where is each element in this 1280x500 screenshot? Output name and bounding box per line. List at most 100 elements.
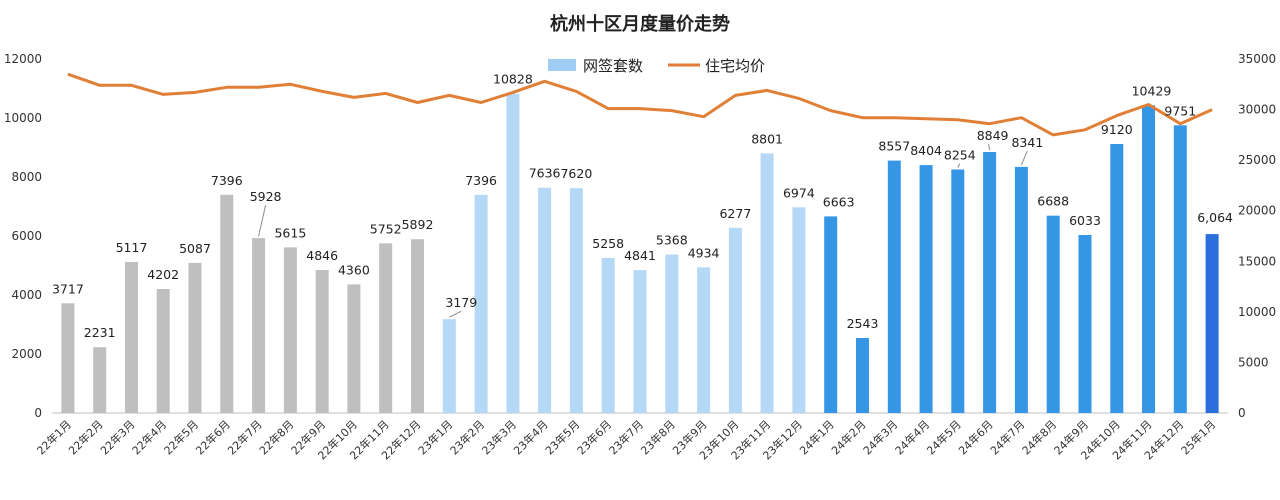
bar [601, 257, 615, 413]
right-axis-tick-label: 5000 [1238, 355, 1269, 369]
right-axis-tick-label: 20000 [1238, 204, 1276, 218]
label-leader-line [957, 163, 961, 168]
price-line [67, 72, 1213, 137]
bar-data-label: 6033 [1069, 213, 1101, 228]
bar [442, 319, 456, 413]
label-leader-line [1020, 150, 1028, 166]
bar-data-label: 2543 [847, 316, 879, 331]
label-leader-line [449, 310, 462, 318]
bar [538, 187, 552, 413]
bar [760, 153, 774, 413]
bar-data-label: 3717 [52, 281, 84, 296]
bar [633, 270, 647, 413]
bar [919, 165, 933, 413]
bar-data-label: 5752 [370, 221, 402, 236]
legend: 网签套数 住宅均价 [548, 57, 765, 75]
bar-data-label: 9120 [1101, 122, 1133, 137]
bar [665, 254, 679, 413]
bar-data-label: 5117 [116, 240, 148, 255]
legend-bar-label: 网签套数 [583, 57, 643, 75]
left-axis: 0 2000 4000 6000 8000 10000 12000 [4, 52, 42, 420]
bar-data-label: 5928 [250, 189, 282, 204]
bar [315, 270, 329, 413]
bar-data-label: 8341 [1011, 135, 1043, 150]
bar-data-label: 6663 [823, 194, 855, 209]
right-axis-tick-label: 25000 [1238, 153, 1276, 167]
bar-data-label: 5368 [656, 233, 688, 248]
bar [252, 238, 266, 413]
bar-data-label: 2231 [84, 325, 116, 340]
bar [1110, 144, 1124, 413]
bar [93, 347, 107, 413]
right-axis-tick-label: 15000 [1238, 254, 1276, 268]
bar [61, 303, 75, 413]
left-axis-tick-label: 8000 [11, 170, 42, 184]
right-axis-tick-label: 30000 [1238, 103, 1276, 117]
bar [951, 169, 965, 413]
right-axis-tick-label: 0 [1238, 406, 1246, 420]
bar-series [61, 93, 1219, 414]
bar-data-label: 6,064 [1197, 210, 1233, 225]
right-axis: 0 5000 10000 15000 20000 25000 30000 35000 [1238, 52, 1276, 420]
bar-data-label: 7396 [211, 173, 243, 188]
left-axis-tick-label: 2000 [11, 347, 42, 361]
bar-data-label: 6974 [783, 185, 815, 200]
bar-data-label: 6688 [1037, 194, 1069, 209]
bar [220, 194, 234, 413]
bar-data-label: 4202 [147, 267, 179, 282]
legend-line-label: 住宅均价 [705, 57, 765, 75]
bar [1078, 235, 1092, 413]
bar [1173, 125, 1187, 414]
right-axis-tick-label: 10000 [1238, 305, 1276, 319]
bar [474, 194, 488, 413]
bar [379, 243, 393, 413]
bar [347, 284, 361, 413]
left-axis-tick-label: 12000 [4, 52, 42, 66]
bar [983, 152, 997, 413]
right-axis-tick-label: 35000 [1238, 52, 1276, 66]
bar [506, 93, 520, 413]
bar [1205, 234, 1219, 413]
bar [411, 239, 424, 413]
bar [188, 262, 202, 413]
bar [697, 267, 711, 413]
bar-data-label: 6277 [719, 206, 751, 221]
bar-data-label: 7620 [560, 166, 592, 181]
left-axis-tick-label: 4000 [11, 288, 42, 302]
bar-data-label: 8557 [878, 139, 910, 154]
left-axis-tick-label: 6000 [11, 229, 42, 243]
bar-data-label: 7636 [529, 166, 561, 181]
bar [728, 227, 742, 413]
bar-data-label: 4841 [624, 248, 656, 263]
bar-data-label: 7396 [465, 173, 497, 188]
bar-data-label: 10828 [493, 72, 533, 87]
bar-data-label: 4934 [688, 245, 720, 260]
bar-data-label: 5892 [402, 217, 434, 232]
bar-data-label: 5615 [274, 225, 306, 240]
bar-data-label: 8404 [910, 143, 942, 158]
bar [1014, 166, 1028, 413]
bar [824, 216, 838, 413]
bar [1046, 215, 1060, 413]
label-leader-line [988, 143, 991, 151]
line-series [67, 72, 1213, 137]
left-axis-tick-label: 0 [34, 406, 42, 420]
chart-title: 杭州十区月度量价走势 [550, 13, 730, 35]
bar [125, 262, 138, 413]
left-axis-tick-label: 10000 [4, 111, 42, 125]
bar-data-label: 8801 [751, 131, 783, 146]
bar-data-label: 9751 [1164, 103, 1196, 118]
bar [1142, 105, 1155, 414]
label-leader-lines [258, 143, 1028, 318]
bar [569, 188, 583, 413]
legend-bar-swatch [548, 59, 576, 71]
bar [792, 207, 806, 413]
bar-data-label: 4360 [338, 262, 370, 277]
bar-data-label: 5087 [179, 241, 211, 256]
bar [283, 247, 297, 413]
bar [856, 338, 869, 413]
bar-data-label: 3179 [445, 295, 477, 310]
label-leader-line [258, 204, 267, 237]
